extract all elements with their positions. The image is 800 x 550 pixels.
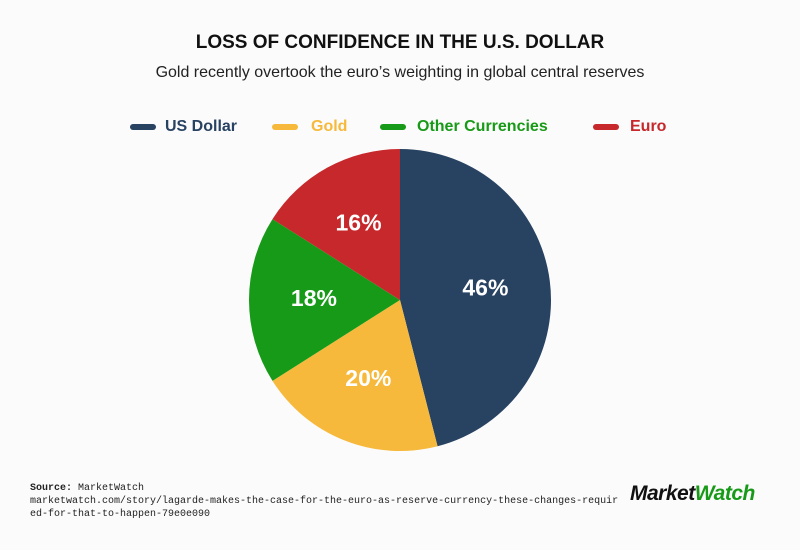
- logo: MarketWatch: [630, 482, 755, 506]
- legend-label: Gold: [311, 118, 347, 135]
- value-label: 16%: [336, 210, 382, 236]
- value-label: 18%: [291, 285, 337, 311]
- value-label: 46%: [462, 274, 508, 300]
- pie-slice: [248, 219, 400, 381]
- pie-slice: [272, 300, 438, 451]
- legend-label: US Dollar: [165, 118, 237, 135]
- legend-label: Euro: [630, 118, 667, 135]
- chart-title: LOSS OF CONFIDENCE IN THE U.S. DOLLAR: [196, 32, 605, 53]
- source-url: marketwatch.com/story/lagarde-makes-the-…: [30, 496, 619, 520]
- logo-second: Watch: [694, 482, 756, 505]
- legend-label: Other Currencies: [417, 118, 548, 135]
- chart: LOSS OF CONFIDENCE IN THE U.S. DOLLAR Go…: [130, 32, 667, 451]
- chart-subtitle: Gold recently overtook the euro’s weight…: [156, 64, 645, 81]
- source-name: MarketWatch: [78, 483, 145, 494]
- value-label: 20%: [345, 365, 391, 391]
- pie-slice: [272, 149, 400, 300]
- logo-first: Market: [630, 482, 695, 505]
- source: Source: MarketWatch marketwatch.com/story…: [30, 482, 620, 521]
- source-label: Source:: [30, 483, 73, 494]
- pie-slice: [400, 149, 551, 447]
